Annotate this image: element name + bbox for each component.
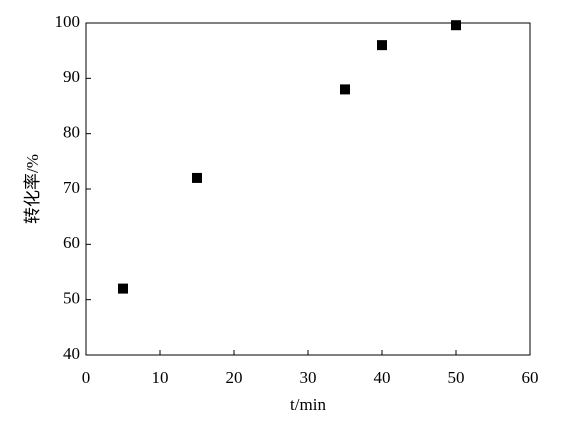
point [192, 172, 202, 183]
point [377, 40, 387, 51]
point [340, 84, 350, 95]
x-tick-label: 40 [374, 368, 391, 387]
y-axis-label: 转化率/% [23, 154, 42, 224]
x-tick-label: 20 [226, 368, 243, 387]
x-tick-label: 60 [522, 368, 539, 387]
x-tick-label: 10 [152, 368, 169, 387]
x-tick-label: 0 [82, 368, 91, 387]
plot-frame [85, 22, 531, 356]
y-tick-label: 50 [63, 289, 80, 308]
point [451, 20, 461, 31]
x-axis-label: t/min [290, 395, 326, 414]
x-tick-label: 30 [300, 368, 317, 387]
y-tick-label: 70 [63, 178, 80, 197]
y-tick-label: 80 [63, 123, 80, 142]
y-tick-label: 40 [63, 344, 80, 363]
y-tick-label: 60 [63, 233, 80, 252]
point [118, 283, 128, 294]
y-tick-label: 100 [55, 12, 81, 31]
y-tick-label: 90 [63, 67, 80, 86]
x-tick-label: 50 [448, 368, 465, 387]
